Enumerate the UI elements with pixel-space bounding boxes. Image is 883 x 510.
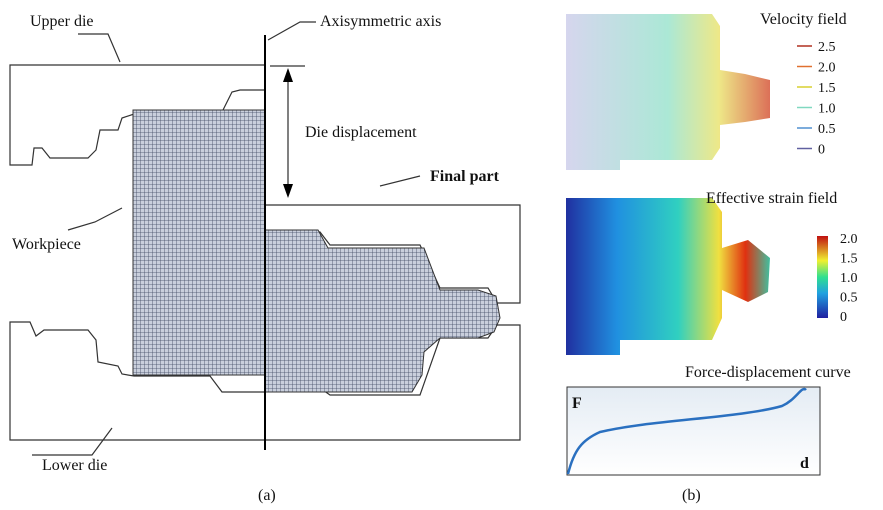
label: Die displacement <box>305 124 417 141</box>
workpiece <box>133 110 265 375</box>
figure: Upper die Axisymmetric axis Die displace… <box>0 0 883 510</box>
colorbar-label: 0 <box>840 310 847 325</box>
colorbar-label: 1.0 <box>840 271 858 286</box>
caption: (b) <box>682 487 701 504</box>
legend-label: 0.5 <box>818 122 836 137</box>
axis-label: F <box>572 395 582 412</box>
legend-label: 2.0 <box>818 61 836 76</box>
caption: (a) <box>258 487 276 504</box>
axis-label: d <box>800 455 809 472</box>
label: Final part <box>430 168 500 185</box>
panel-a: Upper die Axisymmetric axis Die displace… <box>10 13 520 504</box>
final-part <box>265 230 500 392</box>
colorbar-label: 2.0 <box>840 232 858 247</box>
title: Force-displacement curve <box>685 364 851 381</box>
label: Lower die <box>42 457 107 474</box>
legend-label: 1.5 <box>818 81 836 96</box>
velocity-image <box>566 14 770 170</box>
label: Upper die <box>30 13 94 30</box>
colorbar <box>817 236 828 318</box>
label: Axisymmetric axis <box>320 13 441 30</box>
colorbar-label: 1.5 <box>840 252 858 267</box>
panel-b: Velocity field 2.5 2.0 1.5 1.0 0.5 0 Effectiv… <box>566 11 858 504</box>
label: Workpiece <box>12 236 81 253</box>
legend-label: 1.0 <box>818 102 836 117</box>
strain-image <box>566 198 770 355</box>
colorbar-label: 0.5 <box>840 291 858 306</box>
legend-label: 2.5 <box>818 40 836 55</box>
title: Effective strain field <box>706 190 837 207</box>
legend-label: 0 <box>818 143 825 158</box>
title: Velocity field <box>760 11 847 28</box>
